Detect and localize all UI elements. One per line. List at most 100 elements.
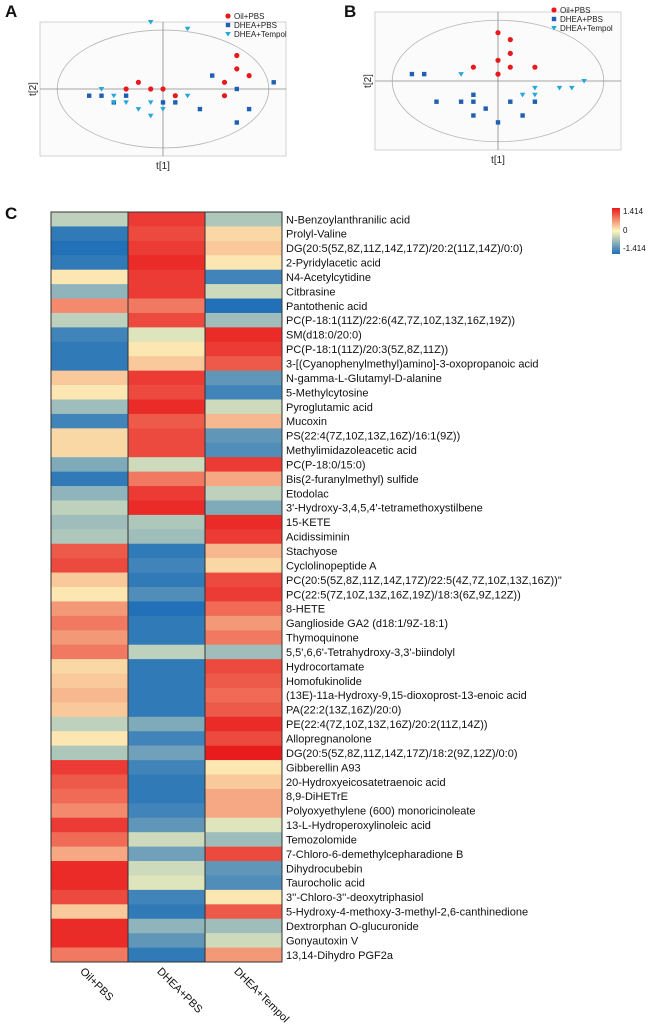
- heatmap-row-label-2: DG(20:5(5Z,8Z,11Z,14Z,17Z)/20:2(11Z,14Z)…: [286, 243, 523, 255]
- heatmap-cell-r46-c2: [205, 875, 282, 891]
- panel-a-letter: A: [5, 2, 18, 21]
- panel-b-point-s0-3: [495, 57, 501, 63]
- panel-b-point-s2-4: [569, 85, 575, 91]
- heatmap-cell-r28-c2: [205, 615, 282, 631]
- heatmap-row-label-38: Gibberellin A93: [286, 762, 361, 774]
- heatmap-cell-r33-c0: [51, 687, 128, 703]
- heatmap-cell-r51-c2: [205, 947, 282, 963]
- heatmap-cell-r35-c0: [51, 716, 128, 732]
- heatmap-col-label-1: DHEA+PBS: [154, 966, 204, 1016]
- heatmap-row-label-27: 8-HETE: [286, 604, 325, 616]
- panel-a-xlabel: t[1]: [156, 161, 170, 172]
- heatmap-cell-r48-c1: [128, 904, 205, 920]
- heatmap-row-label-5: Citbrasine: [286, 286, 336, 298]
- heatmap-cell-r1-c0: [51, 226, 128, 242]
- panel-b-point-s2-1: [532, 85, 538, 91]
- heatmap-cell-r10-c0: [51, 356, 128, 371]
- panel-a-point-s0-9: [246, 73, 252, 79]
- heatmap-cell-r40-c1: [128, 788, 205, 804]
- heatmap-cell-r34-c2: [205, 702, 282, 718]
- panel-b-point-s0-6: [532, 64, 538, 70]
- heatmap-row-label-6: Pantothenic acid: [286, 301, 367, 313]
- heatmap-cell-r47-c2: [205, 889, 282, 905]
- heatmap-cell-r36-c2: [205, 731, 282, 746]
- panel-b-legend-marker-1: [551, 16, 557, 22]
- panel-b-point-s1-5: [471, 92, 476, 97]
- heatmap-cell-r12-c0: [51, 385, 128, 400]
- heatmap-cell-r50-c0: [51, 933, 128, 948]
- panel-a-point-s0-5: [160, 86, 166, 92]
- heatmap-scale-bar: [612, 208, 620, 254]
- heatmap-cell-r8-c1: [128, 327, 205, 343]
- heatmap-cell-r44-c0: [51, 846, 128, 862]
- heatmap-cell-r44-c2: [205, 846, 282, 862]
- heatmap-row-label-45: Dihydrocubebin: [286, 863, 362, 875]
- heatmap-cell-r3-c0: [51, 255, 128, 270]
- panel-b-point-s1-0: [409, 71, 415, 77]
- panel-b-point-s2-0: [458, 72, 464, 77]
- heatmap-cell-r44-c1: [128, 846, 205, 862]
- panel-b-letter: B: [344, 2, 357, 21]
- heatmap-cell-r3-c1: [128, 255, 205, 270]
- heatmap-cell-r20-c2: [205, 500, 282, 516]
- panel-a-point-s2-0: [147, 20, 154, 25]
- panel-b-point-s1-3: [458, 99, 464, 104]
- panel-b-ylabel: t[2]: [363, 74, 374, 88]
- panel-a-point-s1-7: [173, 100, 178, 105]
- panel-b-point-s1-1: [422, 71, 427, 77]
- heatmap-cell-r29-c2: [205, 630, 282, 645]
- heatmap-cell-r0-c0: [51, 212, 128, 227]
- heatmap-cell-r38-c0: [51, 760, 128, 775]
- heatmap-cell-r32-c1: [128, 673, 205, 689]
- heatmap-cell-r13-c1: [128, 399, 205, 415]
- panel-a-point-s1-6: [160, 100, 166, 105]
- heatmap-cell-r50-c1: [128, 933, 205, 948]
- panel-a-legend-label-1: DHEA+PBS: [234, 21, 277, 30]
- heatmap-row-label-11: N-gamma-L-Glutamyl-D-alanine: [286, 373, 442, 385]
- panel-a-point-s1-5: [123, 93, 129, 98]
- heatmap: N-Benzoylanthranilic acid Prolyl-Valine DG…: [50, 207, 646, 1025]
- heatmap-cell-r22-c1: [128, 529, 205, 545]
- heatmap-row-label-42: 13-L-Hydroperoxylinoleic acid: [286, 820, 431, 832]
- heatmap-cell-r24-c1: [128, 558, 205, 573]
- heatmap-cell-r45-c0: [51, 861, 128, 876]
- panel-a-point-s2-8: [160, 107, 166, 112]
- panel-b-point-s0-2: [507, 50, 513, 57]
- heatmap-cell-r34-c1: [128, 702, 205, 718]
- heatmap-cell-r17-c2: [205, 457, 282, 472]
- panel-b-point-s0-7: [495, 71, 501, 77]
- panel-b-point-s0-5: [507, 64, 513, 70]
- heatmap-cell-r49-c0: [51, 918, 128, 934]
- heatmap-cell-r11-c0: [51, 370, 128, 386]
- heatmap-cell-r27-c1: [128, 601, 205, 617]
- panel-a-point-s1-2: [271, 80, 276, 85]
- heatmap-row-label-37: DG(20:5(5Z,8Z,11Z,14Z,17Z)/18:2(9Z,12Z)/…: [286, 748, 518, 760]
- heatmap-row-label-22: Acidissiminin: [286, 532, 350, 544]
- heatmap-cell-r47-c1: [128, 889, 205, 905]
- heatmap-cell-r49-c2: [205, 918, 282, 934]
- panel-a-legend-label-2: DHEA+Tempol: [234, 30, 287, 39]
- heatmap-cell-r11-c2: [205, 370, 282, 386]
- heatmap-row-label-26: PC(22:5(7Z,10Z,13Z,16Z,19Z)/18:3(6Z,9Z,1…: [286, 589, 521, 601]
- heatmap-cell-r13-c2: [205, 399, 282, 415]
- heatmap-cell-r25-c0: [51, 572, 128, 588]
- panel-b-point-s1-9: [520, 113, 525, 118]
- panel-b-point-s2-5: [581, 79, 587, 84]
- heatmap-cell-r2-c0: [51, 240, 128, 256]
- heatmap-cell-r33-c2: [205, 687, 282, 703]
- heatmap-cell-r33-c1: [128, 687, 205, 703]
- heatmap-cell-r10-c1: [128, 356, 205, 371]
- heatmap-row-label-47: 3''-Chloro-3''-deoxytriphasiol: [286, 892, 423, 904]
- heatmap-row-label-29: Thymoquinone: [286, 633, 359, 645]
- heatmap-cell-r12-c2: [205, 385, 282, 400]
- panel-b-xlabel: t[1]: [491, 155, 505, 166]
- heatmap-cell-r24-c2: [205, 558, 282, 573]
- heatmap-cell-r7-c1: [128, 312, 205, 328]
- heatmap-cell-r37-c1: [128, 745, 205, 761]
- heatmap-cell-r38-c2: [205, 760, 282, 775]
- heatmap-cell-r26-c1: [128, 587, 205, 602]
- heatmap-cell-r8-c0: [51, 327, 128, 343]
- heatmap-cell-r14-c2: [205, 413, 282, 429]
- heatmap-cell-r25-c2: [205, 572, 282, 588]
- heatmap-cell-r31-c1: [128, 659, 205, 674]
